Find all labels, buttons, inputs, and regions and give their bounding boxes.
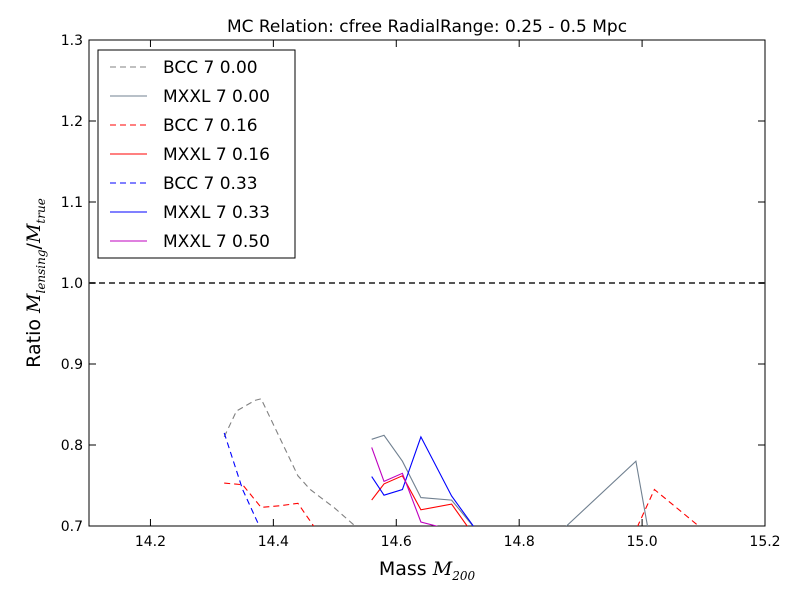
x-tick-label: 15.2: [749, 534, 780, 550]
legend-label: MXXL 7 0.33: [163, 203, 270, 223]
legend: BCC 7 0.00 MXXL 7 0.00 BCC 7 0.16 MXXL 7 0.…: [97, 49, 296, 259]
legend-label: MXXL 7 0.50: [163, 232, 270, 252]
series-line-mxxl-7-0-00: [371, 434, 649, 526]
y-tick-label: 0.9: [61, 357, 83, 373]
y-tick-label: 1.3: [61, 33, 83, 49]
x-tick-label: 14.6: [381, 534, 412, 550]
y-tick-label: 1.0: [61, 276, 83, 292]
chart-title: MC Relation: cfree RadialRange: 0.25 - 0…: [227, 17, 627, 37]
legend-label: BCC 7 0.00: [163, 58, 258, 78]
x-tick-label: 14.4: [258, 534, 289, 550]
x-tick-label: 14.8: [504, 534, 535, 550]
legend-label: MXXL 7 0.16: [163, 145, 270, 165]
y-axis-label: Ratio Mlensing/Mtrue: [23, 198, 48, 368]
series-line-bcc-7-0-16: [224, 482, 700, 526]
x-axis-label: Mass M200: [379, 558, 476, 583]
y-tick-label: 0.8: [61, 438, 83, 454]
y-tick-label: 0.7: [61, 519, 83, 535]
series-line-mxxl-7-0-33: [371, 435, 474, 526]
legend-label: BCC 7 0.33: [163, 174, 258, 194]
y-tick-label: 1.2: [61, 114, 83, 130]
series-line-mxxl-7-0-50: [371, 447, 439, 526]
series-line-mxxl-7-0-16: [371, 475, 468, 526]
legend-label: MXXL 7 0.00: [163, 87, 270, 107]
y-tick-label: 1.1: [61, 195, 83, 211]
x-tick-label: 15.0: [627, 534, 658, 550]
series-line-bcc-7-0-00: [223, 398, 356, 526]
x-tick-label: 14.2: [135, 534, 166, 550]
legend-label: BCC 7 0.16: [163, 116, 258, 136]
